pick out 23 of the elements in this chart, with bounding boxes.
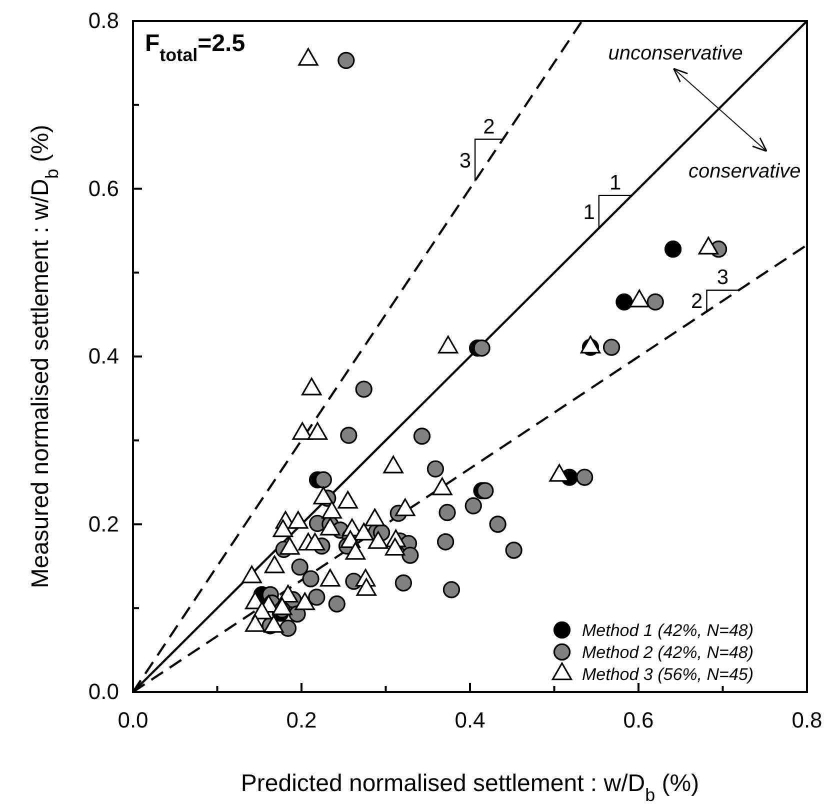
- annotation: 1: [609, 171, 622, 194]
- y-tick-label: 0.4: [88, 344, 119, 369]
- annotation: conservative: [688, 160, 801, 182]
- x-tick-label: 0.8: [792, 708, 822, 733]
- annotation: 1: [583, 201, 595, 224]
- annotation: F$_{total}$=2.5: [145, 30, 246, 65]
- legend-label: Method 2 (42%, N=48): [582, 642, 754, 662]
- x-axis-title: Predicted normalised settlement : w/D$_{b}$ (%): [240, 770, 700, 805]
- x-tick-label: 0.0: [118, 708, 148, 733]
- x-tick-label: 0.4: [454, 708, 486, 733]
- annotation: 3: [459, 150, 472, 173]
- y-tick-label: 0.0: [88, 679, 119, 704]
- annotation: 3: [716, 266, 729, 290]
- y-tick-label: 0.6: [88, 176, 119, 201]
- legend-label: Method 1 (42%, N=48): [582, 620, 754, 640]
- annotation: 2: [483, 115, 495, 138]
- y-tick-label: 0.2: [88, 511, 119, 536]
- legend-label: Method 3 (56%, N=45): [582, 664, 754, 684]
- x-tick-label: 0.6: [623, 708, 654, 733]
- y-tick-label: 0.8: [88, 8, 119, 34]
- annotation: unconservative: [608, 42, 743, 65]
- x-tick-label: 0.2: [286, 708, 317, 733]
- annotation: 2: [691, 290, 703, 314]
